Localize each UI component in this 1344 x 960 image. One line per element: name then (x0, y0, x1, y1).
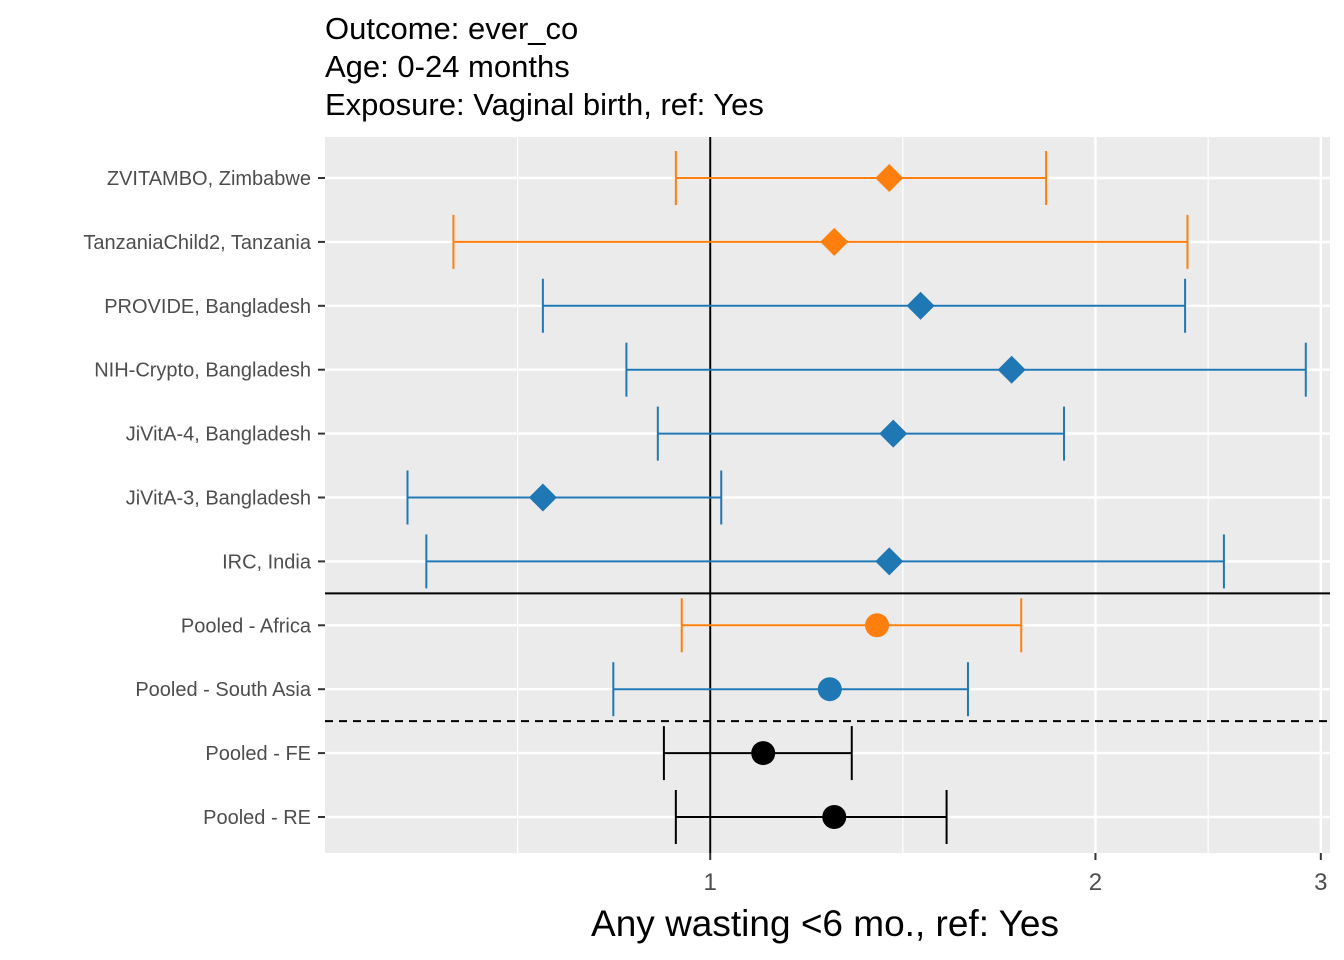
y-tick-label: Pooled - RE (203, 807, 311, 829)
title-exposure: Exposure: Vaginal birth, ref: Yes (325, 87, 764, 122)
chart-title: Outcome: ever_co Age: 0-24 months Exposu… (325, 10, 764, 124)
estimate-row (625, 342, 1307, 397)
x-tick-label: 3 (1314, 869, 1327, 896)
estimate-row (406, 470, 723, 525)
estimate-row (680, 598, 1023, 653)
point-estimate-diamond (820, 227, 849, 256)
y-tick-label: Pooled - Africa (181, 615, 312, 637)
point-estimate-diamond (875, 164, 904, 192)
y-tick-label: JiVitA-4, Bangladesh (126, 424, 311, 446)
point-estimate-diamond (528, 483, 557, 512)
y-tick-label: IRC, India (222, 551, 312, 573)
estimate-row (541, 278, 1187, 333)
title-age: Age: 0-24 months (325, 49, 570, 84)
point-estimate-circle (751, 741, 776, 766)
x-tick-label: 1 (704, 869, 717, 896)
point-estimate-circle (822, 805, 847, 829)
estimate-row (612, 662, 969, 717)
y-tick-label: NIH-Crypto, Bangladesh (94, 360, 311, 382)
estimate-row (656, 406, 1066, 461)
y-tick-label: ZVITAMBO, Zimbabwe (107, 168, 311, 190)
x-axis-title: Any wasting <6 mo., ref: Yes (591, 903, 1059, 944)
point-estimate-diamond (879, 419, 908, 448)
x-tick-label: 2 (1089, 869, 1102, 896)
estimate-row (674, 790, 948, 844)
point-estimate-circle (817, 677, 842, 702)
point-estimate-diamond (906, 291, 935, 320)
y-tick-label: JiVitA-3, Bangladesh (126, 488, 311, 510)
estimate-row (452, 214, 1189, 269)
title-outcome: Outcome: ever_co (325, 11, 579, 46)
y-tick-label: Pooled - FE (205, 743, 311, 765)
point-estimate-circle (865, 613, 890, 638)
y-tick-label: PROVIDE, Bangladesh (104, 296, 311, 318)
estimate-row (674, 151, 1048, 205)
plot-panel (325, 137, 1330, 853)
y-axis: ZVITAMBO, Zimbabwe TanzaniaChild2, Tanzan… (83, 168, 325, 829)
point-estimate-diamond (997, 355, 1026, 384)
point-estimate-diamond (875, 547, 904, 576)
estimate-row (662, 726, 853, 781)
minor-gridlines (517, 137, 1209, 853)
estimates (406, 151, 1307, 844)
x-axis: 1 2 3 (704, 853, 1327, 896)
reference-lines (325, 137, 1330, 853)
estimate-row (425, 534, 1225, 589)
y-tick-label: TanzaniaChild2, Tanzania (83, 232, 311, 254)
y-tick-label: Pooled - South Asia (135, 679, 312, 701)
